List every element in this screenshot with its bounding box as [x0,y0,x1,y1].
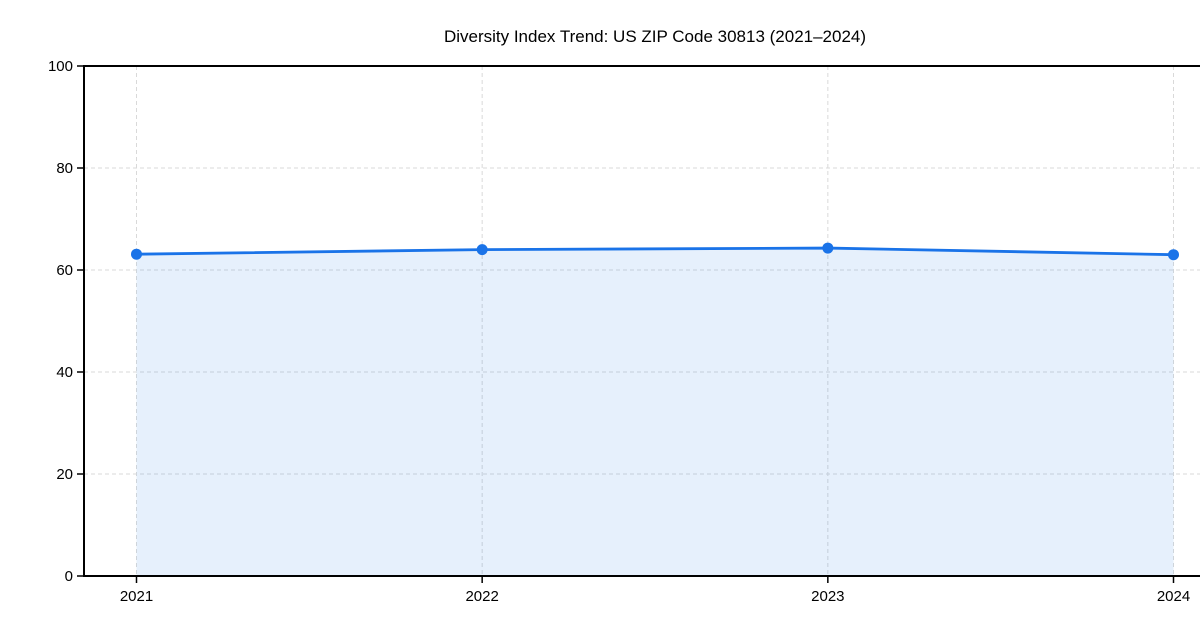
y-tick-label: 20 [56,466,73,483]
x-tick-label: 2024 [1157,588,1190,605]
data-point [476,244,488,256]
trend-line [135,246,1175,257]
chart-svg: 0 20 40 60 80 100 2021 2022 2023 2024 [48,58,1200,605]
plot-frame [83,65,1200,577]
y-tick-label: 100 [48,58,73,75]
data-point [131,248,142,260]
data-point [1168,249,1179,261]
x-tick-label: 2023 [811,588,844,605]
diversity-index-chart: Diversity Index Trend: US ZIP Code 30813… [40,16,1200,616]
data-point [822,242,834,254]
y-tick-label: 60 [56,262,73,279]
y-tick-label: 0 [65,568,73,585]
y-tick-label: 80 [56,160,73,177]
chart-title: Diversity Index Trend: US ZIP Code 30813… [443,27,867,46]
x-tick-label: 2022 [465,588,498,605]
area-fill [136,248,1174,576]
y-tick-label: 40 [56,364,73,381]
x-tick-label: 2021 [120,588,153,605]
